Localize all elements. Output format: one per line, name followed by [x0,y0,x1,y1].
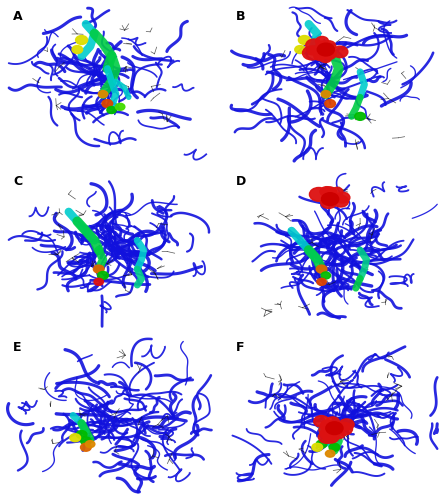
Circle shape [75,36,87,44]
Circle shape [316,265,327,273]
Text: E: E [13,340,21,353]
Circle shape [98,90,108,98]
Circle shape [333,196,348,207]
Circle shape [102,100,113,108]
Circle shape [317,46,331,56]
Circle shape [86,440,95,448]
Circle shape [317,278,326,285]
Circle shape [321,48,336,59]
Circle shape [298,36,310,44]
Circle shape [307,46,319,55]
Circle shape [315,41,332,53]
Text: C: C [13,175,22,188]
Circle shape [332,46,348,58]
Circle shape [107,106,116,114]
Circle shape [116,104,125,110]
Circle shape [321,196,337,208]
Circle shape [328,424,343,434]
Circle shape [322,192,339,205]
Circle shape [321,420,335,430]
Circle shape [94,278,103,285]
Circle shape [314,416,329,427]
Circle shape [326,422,343,434]
Text: A: A [13,10,23,23]
Circle shape [335,422,352,436]
Circle shape [329,444,340,451]
Circle shape [317,43,334,56]
Circle shape [316,440,327,448]
Circle shape [326,192,340,203]
Circle shape [322,192,339,205]
Text: B: B [236,10,245,23]
Circle shape [326,421,343,434]
Circle shape [310,188,328,202]
Circle shape [316,36,328,46]
Circle shape [306,39,322,52]
Circle shape [70,434,81,442]
Circle shape [93,265,104,273]
Circle shape [98,272,108,280]
Circle shape [322,196,335,205]
Circle shape [295,46,306,54]
Circle shape [325,51,336,59]
Circle shape [322,187,337,198]
Circle shape [322,196,334,204]
Circle shape [320,428,337,440]
Circle shape [339,419,354,430]
Circle shape [335,192,350,203]
Circle shape [81,444,91,451]
Circle shape [325,100,335,108]
Circle shape [323,432,339,443]
Circle shape [76,430,87,438]
Circle shape [313,46,325,54]
Circle shape [321,272,330,279]
Text: F: F [236,340,244,353]
Circle shape [81,437,91,445]
Circle shape [302,46,321,60]
Circle shape [321,90,330,98]
Circle shape [326,450,335,457]
Circle shape [332,429,345,438]
Circle shape [318,431,335,444]
Circle shape [312,444,322,451]
Circle shape [319,53,332,62]
Circle shape [331,188,343,196]
Circle shape [320,186,334,196]
Circle shape [324,428,338,438]
Circle shape [322,192,339,205]
Circle shape [314,52,326,60]
Circle shape [322,48,334,56]
Circle shape [319,425,332,434]
Circle shape [72,46,83,54]
Text: D: D [236,175,246,188]
Circle shape [355,112,365,120]
Circle shape [322,41,336,51]
Circle shape [326,417,339,427]
